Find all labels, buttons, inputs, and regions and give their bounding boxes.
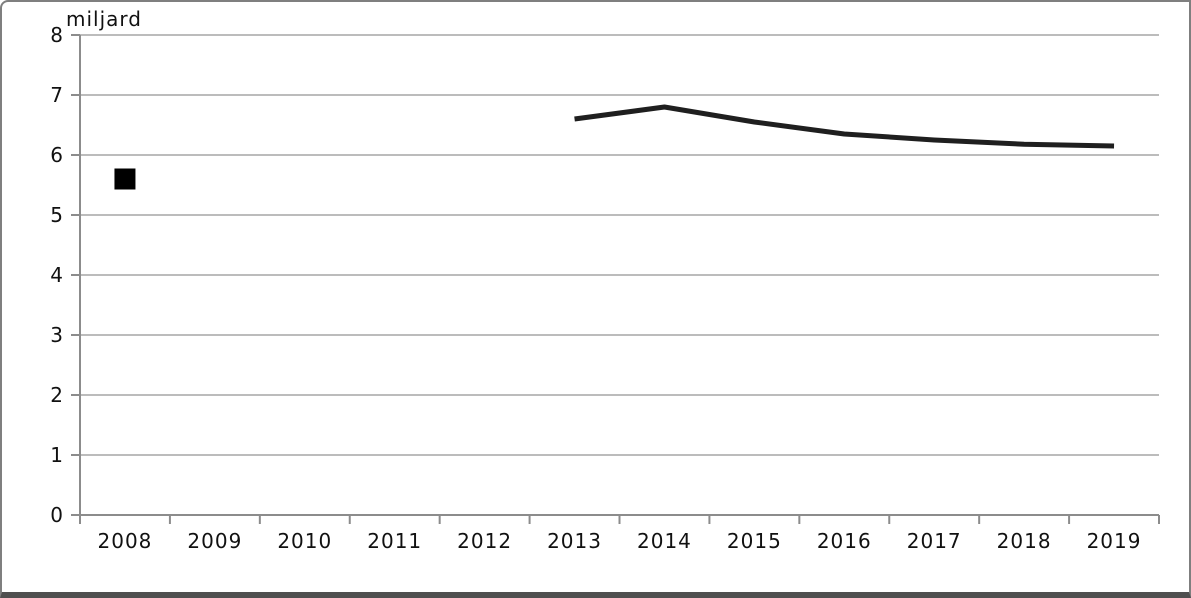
y-tick-label: 1 <box>50 443 64 467</box>
x-tick-label: 2016 <box>817 529 872 553</box>
y-tick-label: 2 <box>50 383 64 407</box>
x-tick-label: 2010 <box>277 529 332 553</box>
y-tick-label: 5 <box>50 203 64 227</box>
x-tick-label: 2008 <box>98 529 153 553</box>
data-point-marker-isolated-point-2008 <box>114 168 136 190</box>
y-tick-label: 0 <box>50 503 64 527</box>
x-tick-label: 2015 <box>727 529 782 553</box>
data-line-trend-2013-2019 <box>574 104 1115 149</box>
x-tick-label: 2018 <box>997 529 1052 553</box>
x-tick-label: 2011 <box>367 529 422 553</box>
y-tick-label: 8 <box>50 23 64 47</box>
y-tick-label: 7 <box>50 83 64 107</box>
y-tick-label: 6 <box>50 143 64 167</box>
y-axis-title: miljard <box>66 7 142 31</box>
y-tick-label: 3 <box>50 323 64 347</box>
x-tick-label: 2014 <box>637 529 692 553</box>
x-tick-label: 2012 <box>457 529 512 553</box>
x-tick-label: 2013 <box>547 529 602 553</box>
x-tick-label: 2009 <box>187 529 242 553</box>
y-tick-label: 4 <box>50 263 64 287</box>
x-tick-label: 2017 <box>907 529 962 553</box>
x-tick-label: 2019 <box>1087 529 1142 553</box>
